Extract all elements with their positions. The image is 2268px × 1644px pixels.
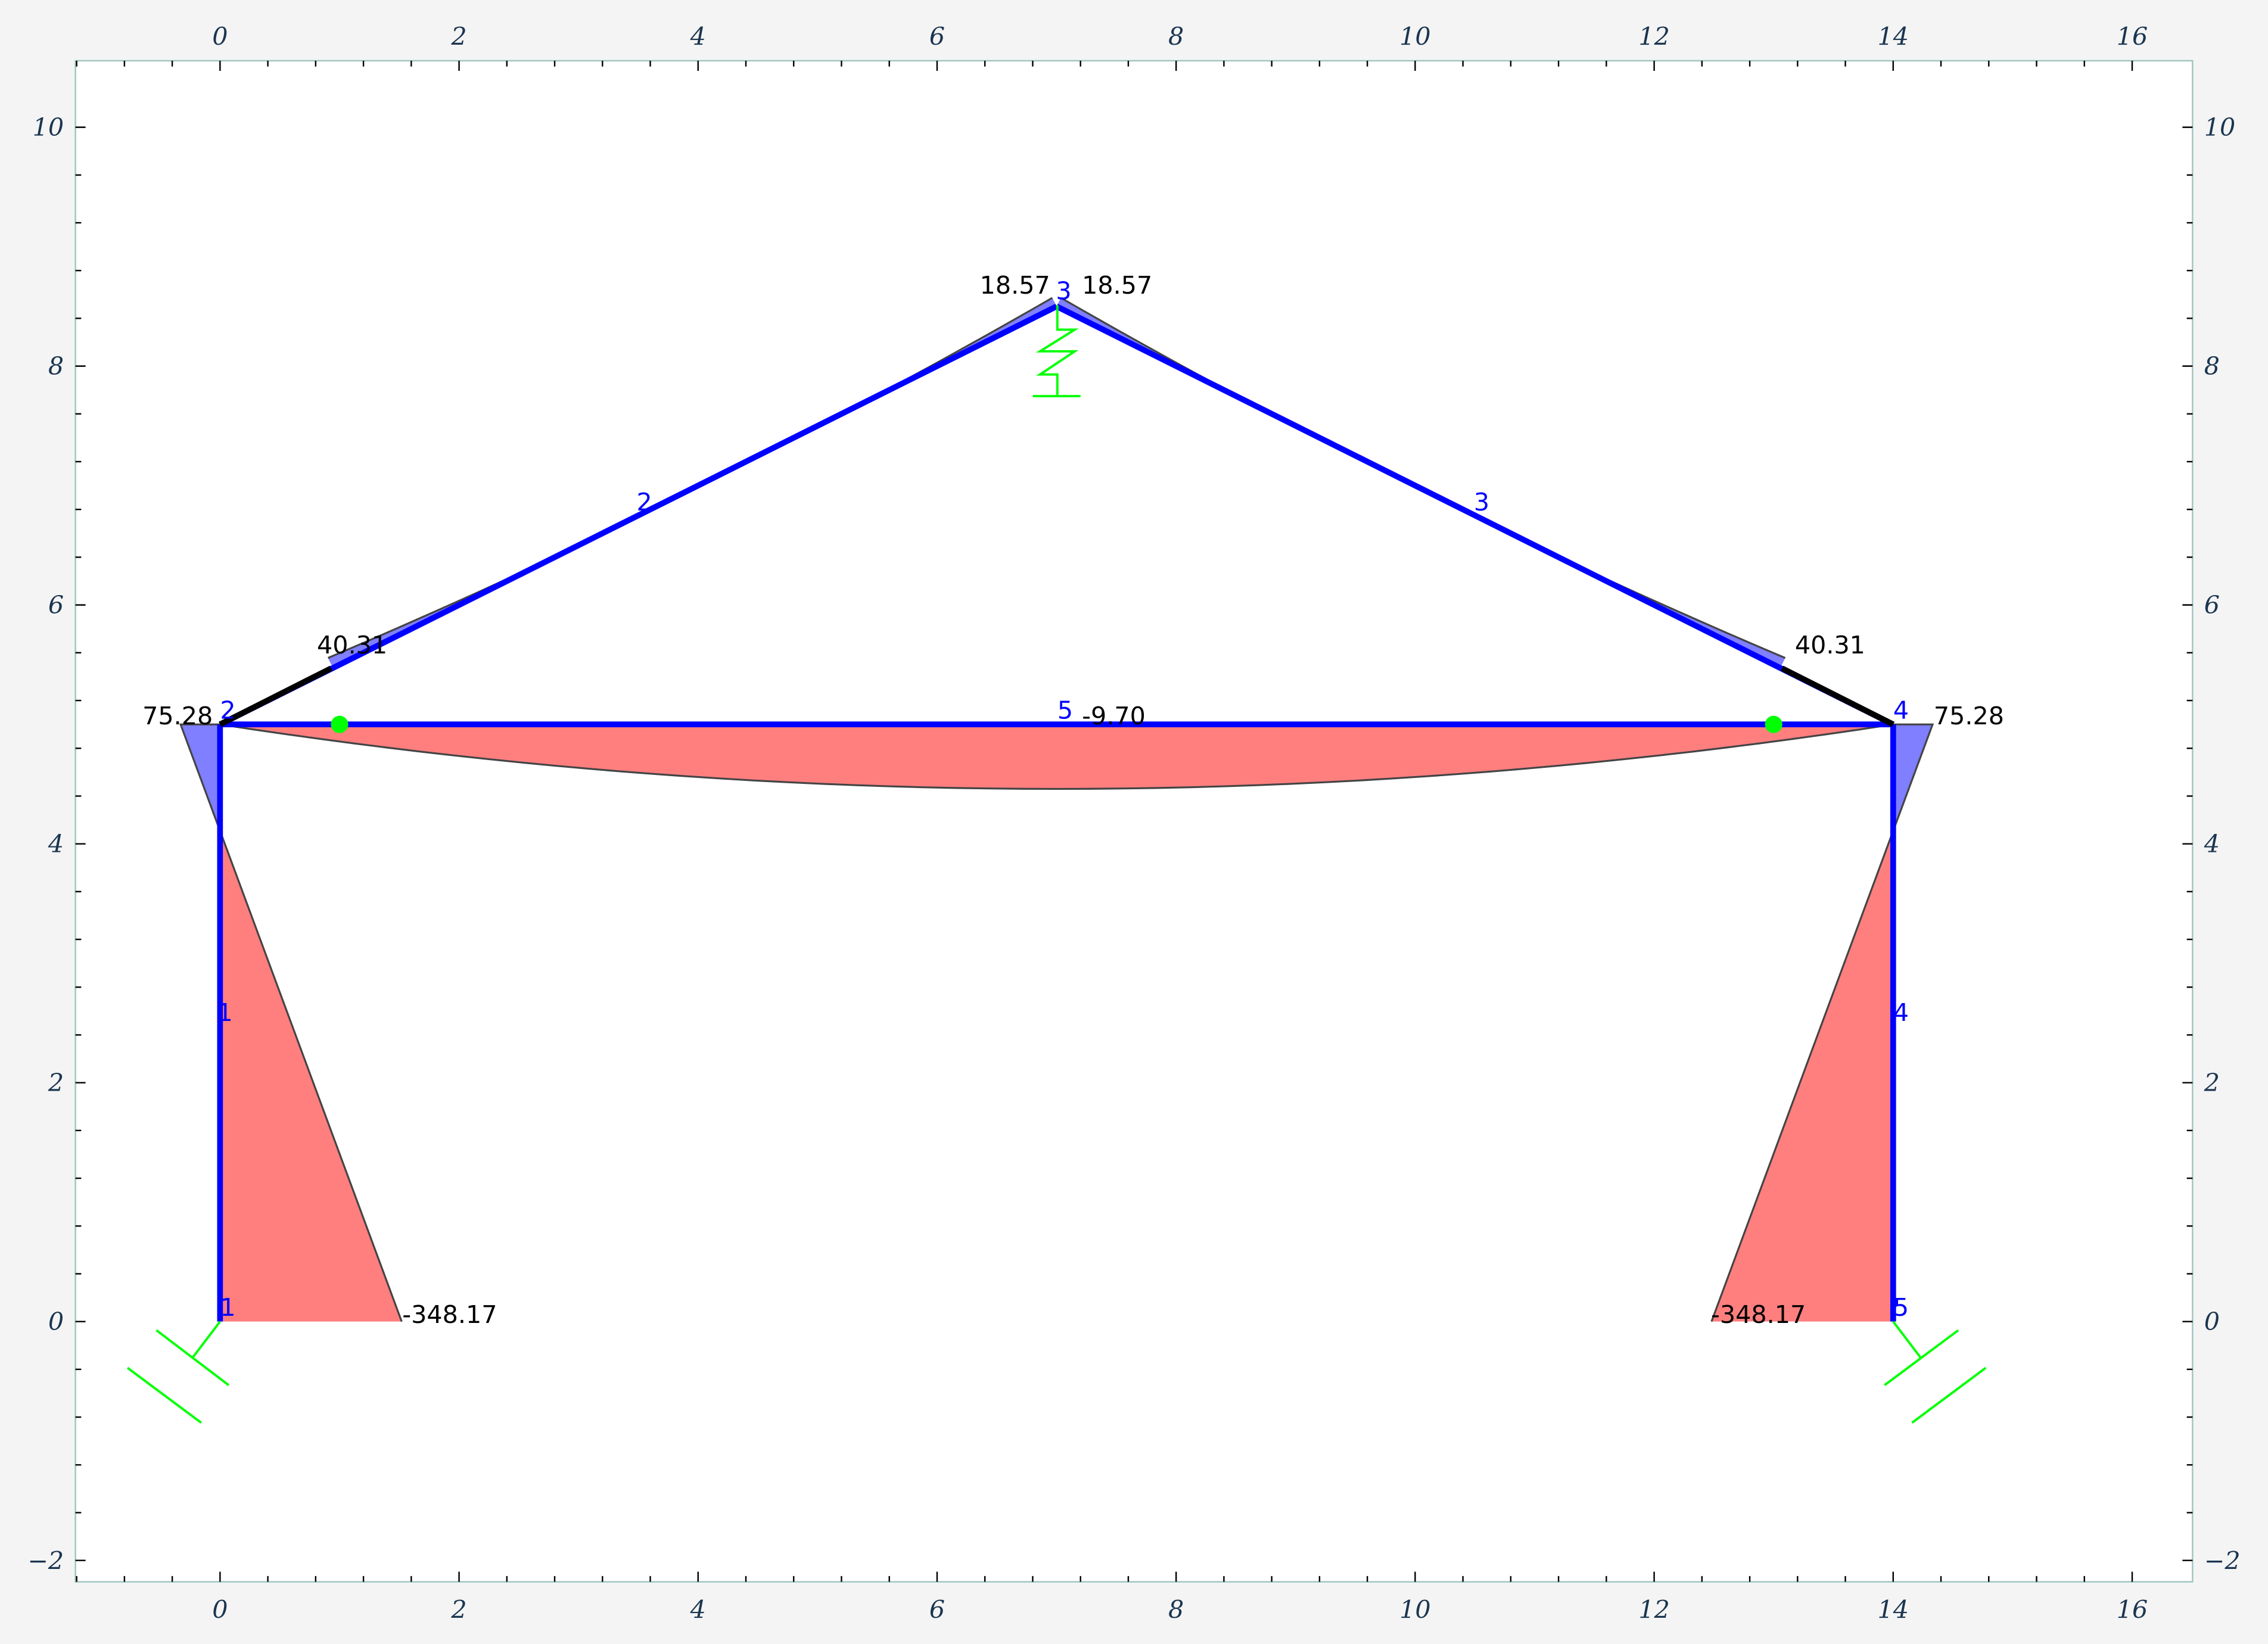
node-label: 2 (220, 696, 235, 724)
x-tick-label-top: 10 (1399, 22, 1431, 51)
y-tick-label-left: 6 (48, 591, 64, 619)
moment-outline-column-left (179, 723, 403, 1322)
x-tick-label-bottom: 2 (450, 1595, 466, 1624)
members (217, 304, 1896, 1322)
moment-outline-column-right (1710, 723, 1934, 1322)
x-tick-label-bottom: 14 (1878, 1595, 1909, 1624)
y-tick-label-right: 8 (2204, 352, 2220, 381)
support-left-icon (126, 1321, 230, 1424)
spring-support-icon (1032, 305, 1081, 398)
y-tick-label-right: 10 (2204, 113, 2235, 142)
moment-label-apex-2: 18.57 (1082, 271, 1152, 300)
x-tick-label-bottom: 12 (1638, 1595, 1669, 1624)
moment-label-apex: 18.57 (980, 271, 1050, 300)
moment-area-rafter-left-segment (328, 650, 351, 668)
moment-area-rafter-right-segment (1762, 650, 1785, 668)
element-2 (219, 304, 1058, 727)
element-label: 2 (636, 488, 652, 516)
x-tick-label-bottom: 6 (929, 1595, 945, 1624)
y-tick-label-right: 4 (2204, 830, 2220, 858)
moment-label-left-joint: 75.28 (142, 702, 213, 730)
x-tick-label-top: 0 (212, 22, 228, 51)
moment-area-tie (220, 723, 1894, 790)
element-3 (1055, 304, 1894, 727)
y-tick-label-right: 6 (2204, 591, 2220, 619)
x-tick-label-top: 12 (1638, 22, 1669, 51)
element-label: 1 (217, 998, 233, 1027)
y-tick-label-right: 0 (2204, 1307, 2220, 1336)
element-label: 5 (1057, 696, 1073, 724)
x-tick-label-bottom: 10 (1399, 1595, 1431, 1624)
y-tick-label-left: 10 (33, 113, 64, 142)
rigid-end-left (219, 665, 333, 727)
x-tick-label-top: 2 (450, 22, 466, 51)
y-tick-label-right: −2 (2204, 1546, 2241, 1575)
hinge-1 (331, 715, 349, 733)
support-right-icon (1884, 1321, 1987, 1424)
element-label: 3 (1474, 488, 1489, 516)
rigid-end-right (1781, 665, 1894, 727)
y-tick-label-left: 0 (48, 1307, 64, 1336)
y-tick-label-left: −2 (27, 1546, 64, 1575)
x-tick-label-bottom: 8 (1168, 1595, 1184, 1624)
moment-label-left-rafter: 40.31 (317, 631, 387, 659)
y-tick-label-left: 2 (48, 1069, 64, 1097)
x-tick-label-top: 6 (929, 22, 945, 51)
plot-area (74, 60, 2194, 1583)
node-label: 1 (220, 1293, 235, 1322)
x-tick-label-top: 4 (690, 22, 706, 51)
moment-label-tie: -9.70 (1082, 702, 1146, 730)
node-label: 4 (1893, 696, 1909, 724)
x-tick-label-top: 8 (1168, 22, 1184, 51)
moment-label-right-rafter: 40.31 (1795, 631, 1865, 659)
moment-area-rafter-left-segment (346, 642, 369, 659)
x-tick-label-bottom: 4 (690, 1595, 706, 1624)
moment-label-right-joint: 75.28 (1934, 702, 2004, 730)
y-tick-label-left: 4 (48, 830, 64, 858)
x-tick-label-bottom: 0 (212, 1595, 228, 1624)
node-label: 3 (1056, 276, 1071, 305)
moment-area-rafter-left-segment (1034, 298, 1057, 316)
element-label: 4 (1893, 998, 1909, 1027)
node-element-labels: 1 2 3 4 5 1 2 3 4 5 (217, 276, 1909, 1321)
node-label: 5 (1893, 1293, 1909, 1322)
y-tick-label-left: 8 (48, 352, 64, 381)
hinge-2 (1765, 715, 1782, 733)
moment-label-right-base: -348.17 (1711, 1300, 1806, 1329)
moment-area-rafter-right-segment (1056, 298, 1079, 316)
y-tick-label-right: 2 (2204, 1069, 2220, 1097)
x-tick-label-top: 14 (1878, 22, 1909, 51)
moment-area-rafter-right-segment (1744, 642, 1767, 659)
supports (126, 305, 1987, 1424)
moment-label-left-base: -348.17 (402, 1300, 497, 1329)
x-tick-label-top: 16 (2117, 22, 2148, 51)
x-tick-label-bottom: 16 (2117, 1595, 2148, 1624)
